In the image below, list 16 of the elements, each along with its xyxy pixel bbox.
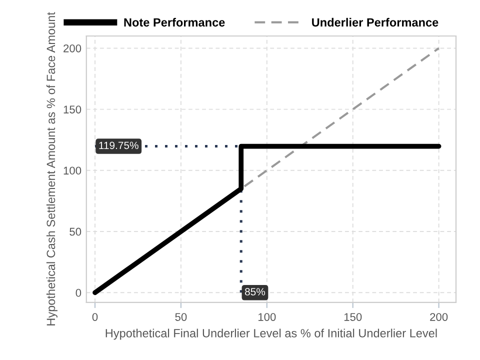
- x-axis-title: Hypothetical Final Underlier Level as % of Initial Underlier Level: [106, 328, 437, 340]
- legend-label: Note Performance: [124, 18, 225, 27]
- x-tick-label: 100: [258, 313, 276, 321]
- x-tick-label: 0: [92, 313, 98, 321]
- y-tick-label: 100: [64, 166, 82, 175]
- x-tick-label: 200: [430, 313, 448, 321]
- annotation: 85%: [245, 288, 266, 296]
- y-tick-label: 200: [64, 44, 82, 52]
- x-tick-label: 50: [175, 313, 187, 321]
- annotation: 119.75%: [99, 142, 138, 150]
- x-tick-label: 150: [344, 313, 362, 321]
- legend-label: Underlier Performance: [312, 18, 438, 27]
- y-tick-label: 150: [64, 106, 82, 114]
- y-tick-label: 0: [76, 288, 82, 297]
- y-axis-title: Hypothetical Cash Settlement Amount as % of Face Amount: [46, 12, 58, 326]
- y-tick-label: 50: [70, 228, 82, 236]
